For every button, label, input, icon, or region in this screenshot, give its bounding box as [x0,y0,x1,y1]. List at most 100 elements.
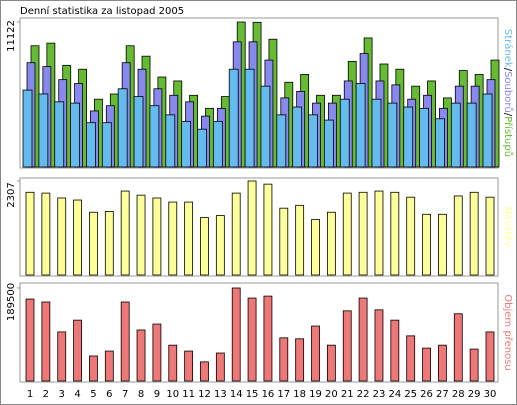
bar [181,120,192,168]
bar [231,192,241,276]
bar [469,191,479,276]
bar [374,309,384,382]
bar [133,96,144,168]
x-tick-label: 25 [404,389,417,400]
bar [136,329,146,382]
bar [292,106,303,168]
bar [89,355,98,382]
x-tick-label: 26 [420,389,433,400]
legend: Návštěv [502,207,514,248]
bar [403,106,414,168]
bar [371,98,382,168]
bar [197,128,207,168]
bar [41,301,51,382]
bar [117,88,128,168]
x-tick-label: 6 [106,389,112,400]
x-tick-label: 3 [59,389,65,400]
x-tick-label: 8 [138,389,144,400]
bar [38,93,49,168]
legend: Stránek/Souborů/Přístupů [502,29,514,157]
bar [104,350,114,382]
bar [136,194,146,276]
x-tick-label: 23 [373,389,386,400]
legend-separator: / [502,68,513,72]
bar [244,68,255,168]
x-tick-label: 13 [214,389,227,400]
x-tick-label: 28 [452,389,465,400]
x-tick-label: 4 [74,389,80,400]
bar [120,190,130,276]
bar [22,89,33,168]
x-tick-label: 22 [357,389,370,400]
bar [342,192,352,276]
bar [73,319,82,382]
bar [86,122,96,168]
legend-entry: Objem přenosu [502,294,514,370]
legend-entry: Přístupů [502,116,514,157]
bar [387,102,398,168]
bar [25,191,35,276]
bar [450,102,461,168]
bar [263,183,273,276]
bar [149,105,160,168]
bar [276,114,287,168]
bar [212,120,223,168]
x-tick-label: 16 [262,389,275,400]
bar [57,197,67,276]
bar [485,196,495,276]
bar [54,101,65,168]
bar [184,201,194,276]
bar [295,338,305,382]
x-tick-label: 27 [436,389,449,400]
chart-title: Denní statistika za listopad 2005 [20,5,184,17]
legend-entry: Souborů [502,71,514,113]
x-tick-label: 7 [122,389,128,400]
y-tick-label: 189500 [6,283,17,321]
x-tick-label: 21 [341,389,354,400]
bar [41,192,51,276]
bar [25,298,35,382]
bar [231,287,241,382]
bar [279,207,289,276]
x-tick-label: 10 [166,389,179,400]
bar [358,191,368,276]
bar [247,297,257,382]
x-tick-label: 29 [468,389,481,400]
panel-frame [19,177,499,277]
bar [323,119,334,168]
bar [485,331,495,382]
x-tick-label: 15 [246,389,259,400]
x-tick-label: 9 [154,389,160,400]
bar [200,217,209,276]
bar [438,344,447,382]
x-tick-label: 24 [388,389,401,400]
bar [200,361,209,382]
bar [419,107,429,168]
x-tick-label: 20 [325,389,338,400]
x-tick-label: 18 [293,389,306,400]
bar [326,344,336,382]
bar [438,213,447,276]
bar [311,219,320,276]
bar [295,204,305,276]
legend-entry: Stránek [502,29,514,68]
x-tick-label: 14 [230,389,243,400]
x-tick-label: 19 [309,389,322,400]
x-tick-label: 2 [43,389,49,400]
bar [469,348,479,382]
bar [228,68,239,168]
bar [152,323,162,382]
x-tick-label: 17 [277,389,290,400]
bar [453,195,463,276]
bar [390,319,400,382]
bar [247,180,257,276]
bar [101,122,112,168]
bar [308,114,318,168]
bar [215,215,225,276]
x-tick-label: 5 [90,389,96,400]
bar [406,196,416,276]
bar [152,197,162,276]
bar [435,118,445,168]
panel-frame [19,282,499,383]
